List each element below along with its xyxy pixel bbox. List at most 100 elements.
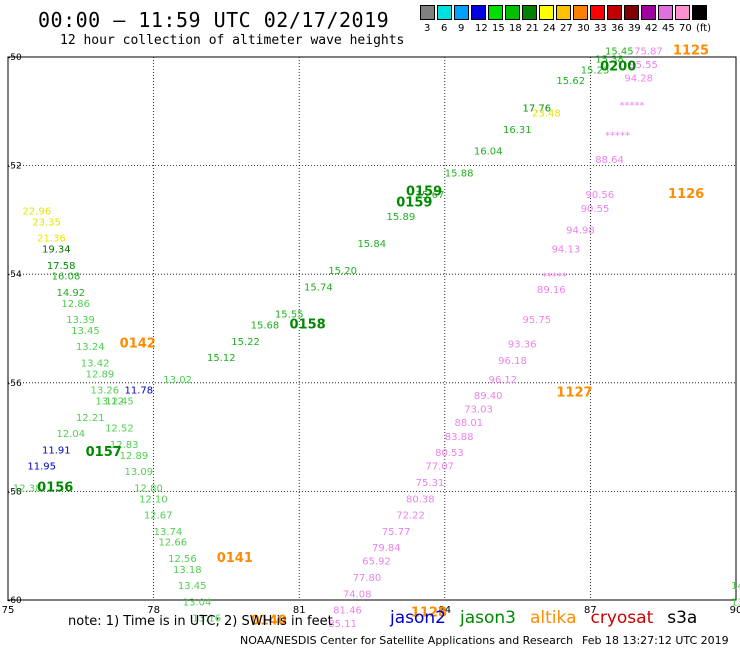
wave-height-label: 83.88 [445,432,474,443]
footer-timestamp: Feb 18 13:27:12 UTC 2019 [582,634,729,647]
wave-height-label: 12.45 [105,397,134,408]
wave-height-label: 15.68 [251,321,280,332]
scale-label: 6 [441,23,448,34]
wave-height-label: 13.09 [124,467,153,478]
wave-height-label: 12.21 [76,413,105,424]
y-tick-label: -52 [7,162,22,172]
wave-height-label: 23.48 [532,109,561,120]
scale-label: 3 [424,23,431,34]
wave-height-label: 15.89 [387,212,416,223]
wave-height-label: 79.84 [372,543,401,554]
wave-height-label: 85.11 [328,619,357,630]
wave-height-label: 96.18 [498,356,527,367]
wave-height-label: 75.77 [382,527,411,538]
pass-time-label: 0157 [86,445,122,460]
x-tick-label: 78 [147,605,160,616]
y-tick-label: -54 [7,270,22,280]
wave-height-label: 12.89 [120,451,149,462]
wave-height-label: 23.35 [32,217,61,228]
wave-height-label: 12.52 [105,424,134,435]
wave-height-label: 13.04 [183,597,212,608]
wave-height-label: 81.46 [333,606,362,617]
y-tick-label: -58 [7,487,22,497]
wave-height-label: 15.67 [416,190,445,201]
pass-time-label: 0140 [251,613,287,628]
pass-time-label: 1128 [411,605,447,620]
scale-label: 9 [458,23,465,34]
wave-height-label: 13.98 [731,597,740,608]
satellite-s3a: s3a [667,608,698,628]
wave-height-label: 15.88 [445,168,474,179]
scale-label: 21 [526,23,539,34]
scale-label: 24 [543,23,556,34]
pass-time-label: 0159 [406,184,442,199]
wave-height-label: 95.55 [629,60,658,71]
wave-height-label: 88.01 [455,418,484,429]
scale-swatch [607,5,622,20]
wave-height-label: 13.39 [66,315,95,326]
scale-label: (ft) [696,23,712,34]
wave-height-label: 16.08 [52,272,81,283]
scale-swatch [420,5,435,20]
wave-height-label: ***** [620,101,645,112]
footer-center-credit: NOAA/NESDIS Center for Satellite Applica… [240,634,574,647]
wave-height-label: 89.16 [537,285,566,296]
scale-swatch [641,5,656,20]
wave-height-label: 94.13 [552,244,581,255]
wave-height-label: 11.95 [27,462,56,473]
wave-height-label: 13.45 [71,326,100,337]
wave-height-label: 93.36 [508,340,537,351]
wave-height-label: 17.58 [47,261,76,272]
wave-height-label: 15.55 [275,310,304,321]
wave-height-label: 12.86 [61,299,90,310]
scale-label: 15 [492,23,505,34]
wave-height-label: ***** [542,272,567,283]
y-tick-label: -50 [7,53,22,63]
wave-height-label: 13.16 [192,614,221,625]
pass-time-label: 0159 [396,195,432,210]
wave-height-label: 90.56 [586,190,615,201]
x-tick-label: 75 [2,605,15,616]
pass-time-label: 0141 [217,551,253,566]
satellite-cryosat: cryosat [590,608,654,628]
wave-height-label: 12.56 [168,554,197,565]
pass-time-label: 1127 [556,385,592,400]
wave-height-label: 75.31 [416,478,445,489]
wave-height-label: 74.08 [343,589,372,600]
pass-time-label: 0142 [120,337,156,352]
scale-swatch [437,5,452,20]
wave-height-label: 15.84 [357,239,386,250]
color-scale-swatches [420,5,709,20]
scale-label: 18 [509,23,522,34]
pass-time-label: 1126 [668,187,704,202]
scale-label: 33 [594,23,607,34]
wave-height-label: 89.40 [474,391,503,402]
scale-label: 42 [645,23,658,34]
scale-swatch [590,5,605,20]
wave-height-label: 65.92 [362,557,391,568]
wave-height-label: 96.12 [488,375,517,386]
wave-height-label: 16.31 [503,125,532,136]
wave-height-label: 13.18 [173,565,202,576]
scale-label: 36 [611,23,624,34]
wave-height-label: 75.87 [634,46,663,57]
scale-swatch [624,5,639,20]
scale-swatch [675,5,690,20]
pass-time-label: 0158 [289,318,325,333]
satellite-legend: jason2 jason3 altika cryosat s3a [390,608,711,628]
wave-height-label: 12.83 [110,440,139,451]
wave-height-label: 11.91 [42,445,71,456]
wave-height-label: 90.55 [581,204,610,215]
scale-label: 45 [662,23,675,34]
wave-height-label: 21.36 [37,234,66,245]
page-title: 00:00 – 11:59 UTC 02/17/2019 [38,8,390,32]
pass-time-label: 1125 [673,43,709,58]
wave-height-label: 15.62 [556,76,585,87]
wave-height-label: 15.20 [328,266,357,277]
wave-height-label: 13.74 [154,527,183,538]
y-tick-label: -56 [7,379,22,389]
wave-height-label: 94.98 [566,225,595,236]
scale-swatch [454,5,469,20]
wave-height-label: 15.74 [304,282,333,293]
satellite-jason2: jason2 [390,608,446,628]
